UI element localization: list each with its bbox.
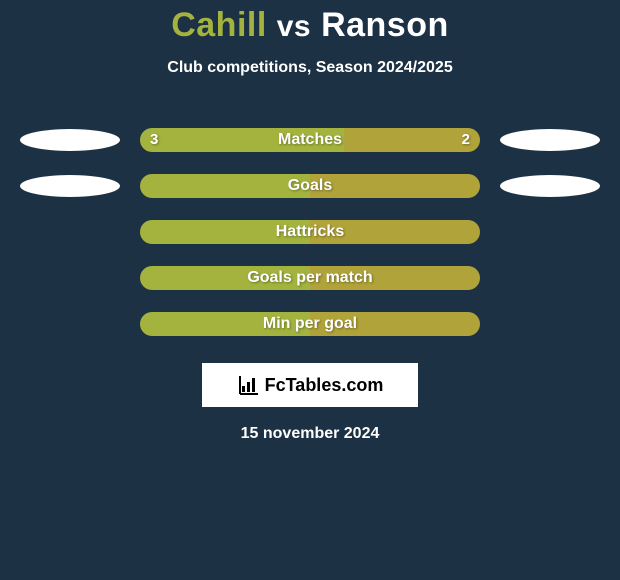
right-marker [500, 175, 600, 197]
vs-separator: vs [277, 10, 311, 43]
bar-right [310, 220, 480, 244]
bar-right [344, 128, 480, 152]
branding-text: FcTables.com [265, 375, 384, 396]
bar-right [310, 312, 480, 336]
stats-rows: Matches32 Goals Hattricks Goals per match Mi… [0, 117, 620, 347]
branding-box: FcTables.com [202, 363, 418, 407]
stat-bar: Hattricks [140, 220, 480, 244]
stat-bar: Min per goal [140, 312, 480, 336]
bar-right [310, 266, 480, 290]
left-marker [20, 175, 120, 197]
right-marker [500, 129, 600, 151]
stat-row: Matches32 [0, 117, 620, 163]
generated-date: 15 november 2024 [0, 425, 620, 443]
bar-left [140, 128, 344, 152]
bar-left [140, 266, 310, 290]
page-title: Cahill vs Ranson [0, 0, 620, 45]
stat-bar: Goals per match [140, 266, 480, 290]
stat-row: Goals [0, 163, 620, 209]
season-subtitle: Club competitions, Season 2024/2025 [0, 59, 620, 77]
stat-row: Min per goal [0, 301, 620, 347]
stat-row: Hattricks [0, 209, 620, 255]
bar-left [140, 174, 310, 198]
player-b-name: Ranson [321, 6, 449, 44]
stat-bar: Matches32 [140, 128, 480, 152]
bar-chart-icon [237, 373, 261, 397]
stat-row: Goals per match [0, 255, 620, 301]
bar-right [310, 174, 480, 198]
stat-bar: Goals [140, 174, 480, 198]
player-a-name: Cahill [171, 6, 267, 44]
bar-left [140, 220, 310, 244]
left-marker [20, 129, 120, 151]
bar-left [140, 312, 310, 336]
